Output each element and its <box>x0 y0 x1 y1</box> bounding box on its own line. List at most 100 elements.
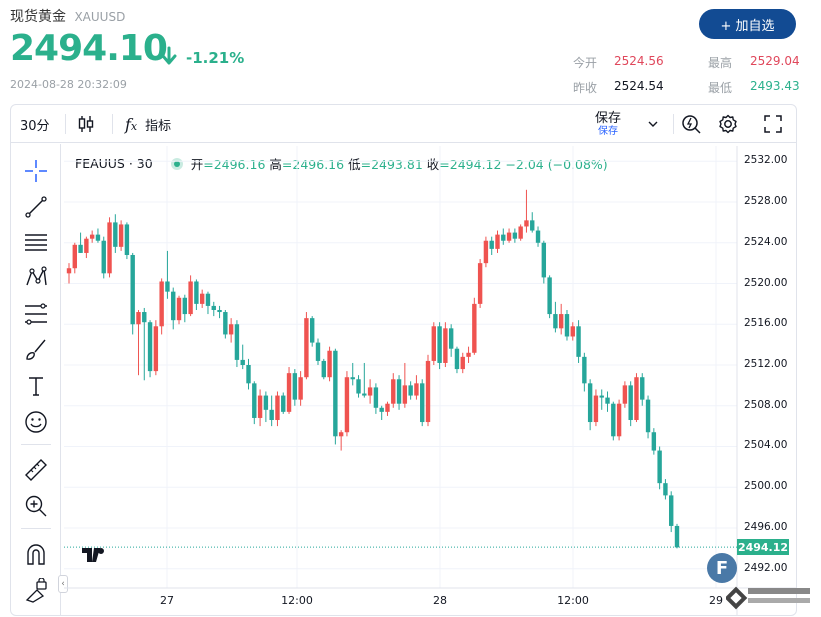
candle-body <box>599 395 604 398</box>
instrument-name: 现货黄金 <box>10 9 66 25</box>
lock-drawing-icon[interactable] <box>23 578 49 604</box>
fullscreen-icon <box>764 115 782 133</box>
candle-body <box>356 379 361 394</box>
pattern-icon[interactable] <box>23 265 49 291</box>
candle-body <box>530 220 535 231</box>
low-label: 最低 <box>708 81 733 95</box>
candle-body <box>321 360 326 378</box>
time-tick-label: 28 <box>433 594 447 607</box>
save-button[interactable]: 保存 保存 <box>595 105 621 143</box>
candle-body <box>570 326 575 337</box>
chart-toolbar: 30分 fx 指标 保存 保存 <box>11 105 796 143</box>
time-tick-label: 12:00 <box>281 594 313 607</box>
candle-body <box>408 385 413 396</box>
chevron-down-icon <box>648 121 658 127</box>
candle-body <box>669 495 674 526</box>
market-status-icon[interactable] <box>170 157 183 170</box>
last-price-label: 2494.12 <box>737 539 789 556</box>
horizontal-lines-icon[interactable] <box>23 229 49 255</box>
ruler-icon[interactable] <box>23 457 49 483</box>
candle-body <box>657 450 662 484</box>
timestamp: 2024-08-28 20:32:09 <box>10 78 127 91</box>
candle-body <box>564 314 570 337</box>
candle-body <box>171 291 176 321</box>
settings-button[interactable] <box>717 105 739 143</box>
zoom-in-icon[interactable] <box>23 493 49 519</box>
candle-body <box>379 407 384 412</box>
watermark-logo <box>724 582 816 617</box>
price-tick-label: 2500.00 <box>744 480 788 493</box>
candle-body <box>165 281 170 292</box>
candle-body <box>327 350 332 378</box>
candle-body <box>89 234 95 239</box>
open-value: 2524.56 <box>614 54 664 68</box>
candle-body <box>495 234 500 249</box>
legend-change: −2.04 (−0.08%) <box>505 157 608 172</box>
legend-open: 2496.16 <box>213 157 266 172</box>
time-tick-label: 29 <box>709 594 723 607</box>
candle-body <box>292 373 298 400</box>
emoji-icon[interactable] <box>23 409 49 435</box>
fullscreen-button[interactable] <box>763 105 783 143</box>
quick-search-button[interactable] <box>680 105 702 143</box>
price-tick-label: 2496.00 <box>744 520 788 533</box>
magnet-icon[interactable] <box>23 542 49 568</box>
price-tick-label: 2532.00 <box>744 154 788 167</box>
candle-body <box>420 383 425 423</box>
candle-body <box>640 377 645 400</box>
candle-body <box>333 350 338 437</box>
candle-body <box>101 240 106 274</box>
candle-body <box>194 281 199 304</box>
price-tick-label: 2512.00 <box>744 358 788 370</box>
last-price: 2494.10 <box>10 28 168 69</box>
brand-logo-icon: F <box>707 553 737 583</box>
candle-body <box>466 352 471 357</box>
interval-button[interactable]: 30分 <box>20 118 50 134</box>
indicators-label: 指标 <box>145 118 172 134</box>
candle-body <box>298 377 303 400</box>
text-icon[interactable] <box>23 373 49 399</box>
candle-body <box>402 385 408 404</box>
trend-line-icon[interactable] <box>23 194 49 220</box>
candle-body <box>66 268 72 274</box>
legend-high: 2496.16 <box>292 157 345 172</box>
candle-body <box>611 403 616 437</box>
candle-body <box>107 222 112 274</box>
candle-body <box>587 383 593 423</box>
candle-body <box>501 234 506 241</box>
collapse-toolbar-button[interactable]: ‹ <box>58 575 68 593</box>
candle-body <box>124 224 130 255</box>
candle-body <box>443 328 448 363</box>
save-dropdown[interactable] <box>647 105 659 143</box>
indicators-button[interactable]: fx 指标 <box>125 105 171 143</box>
save-label: 保存 <box>595 110 622 126</box>
candle-body <box>506 232 512 241</box>
fib-retracement-icon[interactable] <box>23 301 49 327</box>
crosshair-icon[interactable] <box>23 158 49 184</box>
candle-body <box>234 324 240 360</box>
candle-body <box>350 377 355 380</box>
gear-icon <box>719 114 737 134</box>
candle-body <box>541 242 547 278</box>
candle-body <box>228 324 234 335</box>
candle-body <box>252 383 257 418</box>
candlestick-icon <box>78 116 94 132</box>
candle-body <box>211 305 216 310</box>
drawing-toolbar <box>11 144 61 615</box>
candle-body <box>385 403 390 412</box>
candle-body <box>674 525 680 548</box>
tradingview-logo <box>82 548 108 566</box>
candle-body <box>246 365 251 384</box>
candle-body <box>437 326 442 363</box>
candle-body <box>217 309 222 313</box>
candle-type-button[interactable] <box>77 105 95 143</box>
change-percent: -1.21% <box>186 49 245 67</box>
add-watchlist-button[interactable]: + 加自选 <box>699 9 796 39</box>
candle-body <box>460 356 465 370</box>
candle-body <box>176 297 182 321</box>
prev-close-label: 昨收 <box>573 81 598 95</box>
candle-body <box>113 222 118 247</box>
brush-icon[interactable] <box>23 337 49 363</box>
candle-body <box>367 387 373 396</box>
